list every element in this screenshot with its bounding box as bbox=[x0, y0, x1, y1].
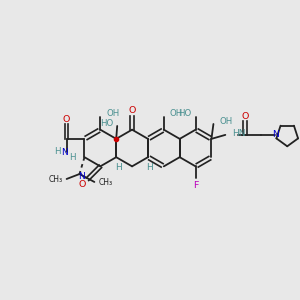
Text: CH₃: CH₃ bbox=[98, 178, 112, 188]
Text: H: H bbox=[54, 147, 61, 156]
Text: O: O bbox=[242, 112, 249, 121]
Text: H: H bbox=[147, 163, 153, 172]
Text: CH₃: CH₃ bbox=[49, 176, 63, 184]
Text: OH: OH bbox=[106, 109, 119, 118]
Text: N: N bbox=[272, 130, 279, 140]
Text: F: F bbox=[193, 181, 198, 190]
Text: HN: HN bbox=[232, 129, 246, 138]
Text: OH: OH bbox=[219, 116, 232, 125]
Text: O: O bbox=[128, 106, 136, 116]
Text: OH: OH bbox=[170, 109, 183, 118]
Text: N: N bbox=[78, 172, 85, 181]
Text: H: H bbox=[115, 163, 122, 172]
Text: HO: HO bbox=[100, 118, 113, 127]
Text: HO: HO bbox=[178, 109, 192, 118]
Text: O: O bbox=[79, 180, 86, 189]
Text: O: O bbox=[63, 115, 70, 124]
Text: N: N bbox=[61, 148, 68, 157]
Text: H: H bbox=[69, 153, 76, 162]
